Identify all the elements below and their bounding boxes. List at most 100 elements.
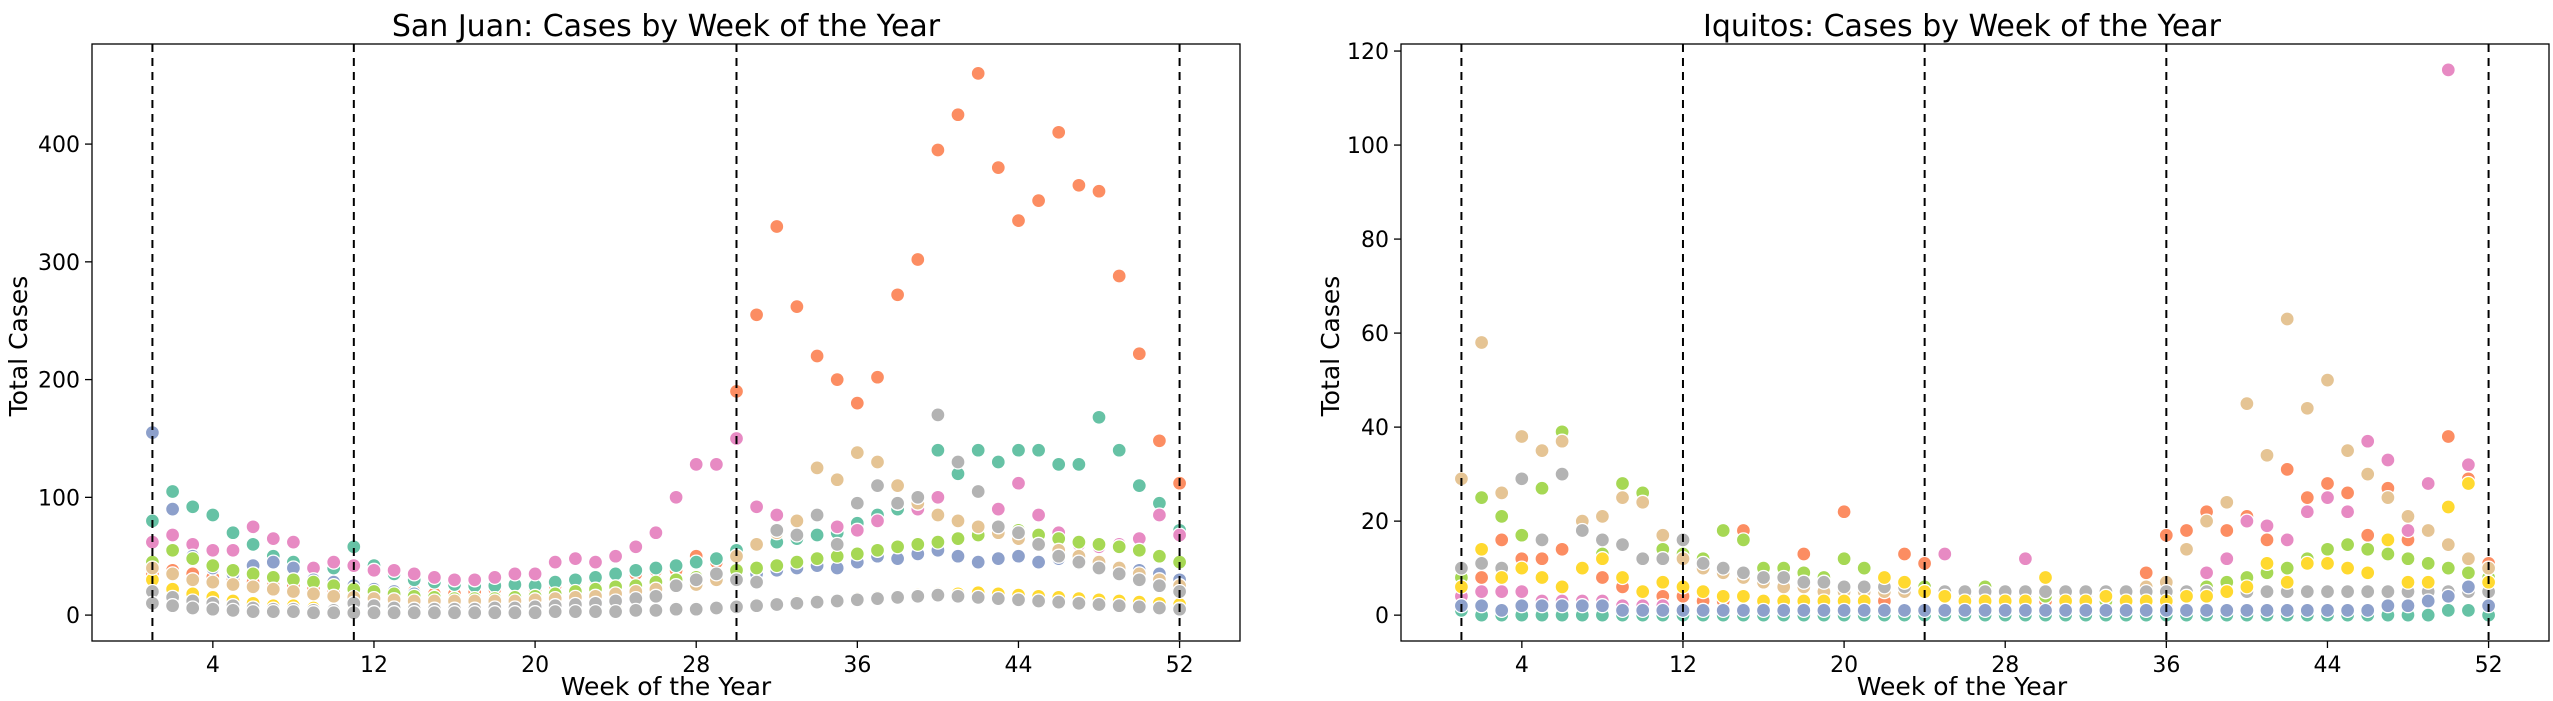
x-tick-label: 44	[2313, 653, 2341, 678]
data-point	[164, 542, 181, 558]
data-point	[2299, 602, 2315, 619]
data-point	[285, 583, 302, 600]
data-point	[1776, 569, 1792, 586]
data-point	[1494, 569, 1510, 586]
x-tick-label: 4	[206, 653, 220, 678]
data-point	[688, 554, 704, 570]
data-point	[1131, 599, 1147, 615]
plot-frame	[1400, 43, 2550, 642]
data-point	[1554, 433, 1570, 449]
data-point	[1574, 560, 1590, 576]
data-point	[305, 605, 322, 621]
y-axis-label: Total Cases	[1316, 276, 1345, 418]
data-point	[2037, 569, 2054, 586]
data-point	[1655, 551, 1671, 567]
data-point	[1473, 489, 1490, 506]
data-point	[1614, 602, 1631, 619]
data-point	[889, 539, 906, 555]
data-point	[930, 587, 946, 603]
data-point	[2299, 504, 2315, 520]
data-point	[1151, 548, 1168, 564]
data-point	[970, 442, 986, 458]
data-point	[2279, 532, 2295, 548]
data-point	[547, 603, 563, 620]
data-point	[1735, 565, 1752, 581]
data-point	[930, 534, 946, 550]
data-point	[829, 536, 845, 553]
series-3	[1453, 311, 2497, 600]
data-point	[1735, 588, 1752, 604]
data-point	[1695, 555, 1711, 572]
data-point	[1514, 471, 1530, 487]
data-point	[2420, 574, 2436, 590]
data-point	[748, 598, 765, 614]
data-point	[2178, 588, 2195, 604]
series-8	[144, 587, 1188, 621]
data-point	[769, 218, 785, 235]
data-point	[1494, 532, 1510, 548]
data-point	[748, 574, 765, 590]
data-point	[446, 572, 463, 588]
data-point	[2198, 513, 2215, 529]
data-point	[668, 489, 684, 505]
data-point	[2138, 565, 2154, 581]
data-point	[1111, 598, 1127, 614]
data-point	[2460, 602, 2477, 619]
data-point	[1473, 598, 1490, 614]
data-point	[366, 605, 382, 621]
data-point	[1151, 507, 1168, 523]
data-point	[1494, 485, 1510, 501]
data-point	[1091, 596, 1107, 613]
data-point	[990, 550, 1006, 567]
series-0	[144, 65, 1188, 602]
data-point	[2360, 565, 2376, 581]
data-point	[487, 569, 503, 586]
data-point	[305, 586, 322, 602]
data-point	[2339, 560, 2356, 576]
data-point	[2460, 565, 2477, 581]
data-point	[2259, 447, 2275, 463]
data-point	[2400, 508, 2416, 525]
data-point	[2380, 546, 2396, 562]
data-point	[930, 442, 946, 458]
data-point	[1131, 542, 1147, 558]
data-point	[2017, 602, 2034, 619]
data-point	[1091, 536, 1107, 553]
data-point	[1836, 602, 1852, 619]
data-point	[1111, 268, 1127, 284]
data-point	[628, 539, 644, 555]
data-point	[2319, 541, 2336, 557]
x-tick-label: 12	[1669, 653, 1697, 678]
data-point	[2219, 551, 2235, 567]
data-point	[225, 525, 241, 541]
data-point	[648, 560, 664, 576]
data-point	[1635, 583, 1651, 600]
data-point	[1010, 525, 1027, 541]
data-point	[1151, 600, 1168, 616]
data-point	[1030, 442, 1047, 458]
data-point	[869, 513, 886, 529]
data-point	[265, 581, 281, 597]
data-point	[930, 507, 946, 523]
data-point	[1151, 578, 1168, 594]
data-point	[1715, 588, 1731, 604]
data-point	[2098, 588, 2114, 604]
data-point	[1514, 560, 1530, 576]
data-point	[2017, 551, 2034, 567]
data-point	[2380, 532, 2396, 548]
data-point	[2339, 485, 2356, 501]
data-point	[1715, 602, 1731, 619]
data-point	[164, 483, 181, 500]
data-point	[628, 562, 644, 578]
data-point	[2380, 598, 2396, 614]
data-point	[930, 142, 946, 158]
data-point	[164, 527, 181, 543]
data-point	[1111, 566, 1127, 582]
data-point	[1816, 602, 1832, 619]
data-point	[2420, 555, 2436, 572]
data-point	[2380, 452, 2396, 468]
data-point	[748, 499, 765, 515]
data-point	[1494, 602, 1510, 619]
data-point	[1856, 602, 1872, 619]
data-point	[1735, 602, 1752, 619]
